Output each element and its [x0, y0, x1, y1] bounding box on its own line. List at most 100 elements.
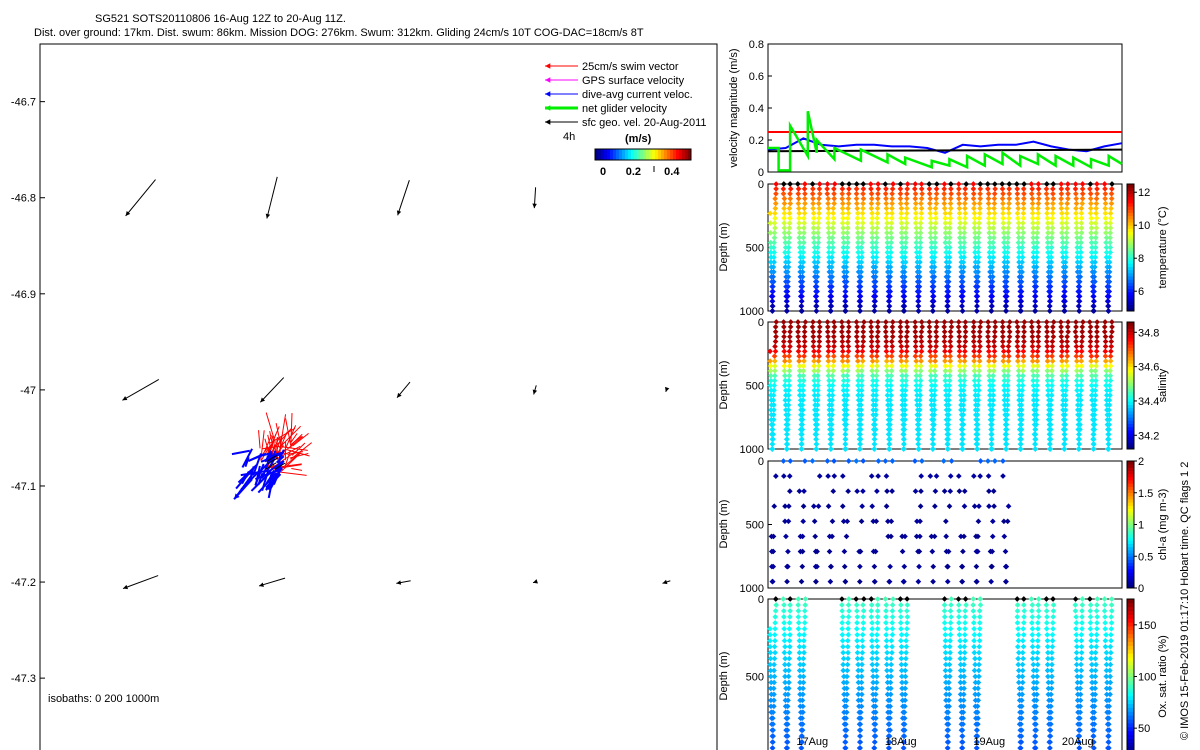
temperature-colorbar-cell — [1127, 193, 1134, 198]
temperature-data-point — [890, 181, 896, 187]
temperature-colorbar-cell — [1127, 266, 1134, 271]
current-vector — [240, 469, 269, 477]
legend-label: GPS surface velocity — [582, 75, 685, 87]
temperature-data-point — [858, 264, 865, 270]
chla-colorbar-cell — [1127, 559, 1134, 563]
salinity-colorbar-cell — [1127, 407, 1134, 412]
temperature-data-point — [915, 293, 922, 300]
temperature-colorbar-cell — [1127, 298, 1134, 302]
temperature-colorbar-cell — [1127, 228, 1134, 233]
temperature-data-point — [898, 239, 905, 246]
temperature-data-point — [916, 264, 923, 270]
temperature-ytick-label: 0 — [758, 179, 764, 191]
temperature-data-point — [784, 269, 791, 275]
temperature-colorbar-cell — [1127, 276, 1134, 280]
swim-vector — [268, 433, 277, 452]
temperature-data-point — [884, 234, 891, 241]
current-vector — [260, 451, 273, 457]
map-axes-box — [39, 43, 718, 750]
temperature-data-point — [887, 254, 894, 261]
colorbar-cell — [595, 149, 599, 160]
temperature-data-point — [859, 254, 865, 261]
swim-vector — [261, 445, 284, 450]
legend-arrow-head — [545, 63, 551, 69]
temperature-data-point — [785, 249, 792, 256]
temperature-data-point — [889, 200, 895, 207]
oxygen-colorbar-cell — [1127, 730, 1134, 736]
temperature-data-point — [855, 239, 861, 246]
map-ytick-label: -47.2 — [11, 577, 36, 589]
current-vector — [261, 467, 283, 478]
temperature-data-point — [888, 230, 894, 236]
salinity-colorbar-cell — [1127, 360, 1134, 364]
temperature-data-point — [913, 244, 920, 251]
chla-colorbar-cell — [1127, 575, 1134, 579]
oxygen-colorbar-cell — [1127, 633, 1134, 639]
temperature-data-point — [927, 210, 934, 217]
temperature-data-point — [828, 278, 835, 285]
legend-label: 25cm/s swim vector — [582, 61, 679, 73]
temperature-data-point — [927, 200, 933, 207]
chla-colorbar-tick: 2 — [1138, 456, 1144, 468]
temperature-data-point — [844, 244, 851, 251]
temperature-data-point — [886, 303, 893, 309]
swim-vector — [275, 423, 282, 447]
colorbar-cell — [616, 149, 620, 160]
chla-colorbar-cell — [1127, 565, 1134, 570]
temperature-data-point — [829, 269, 835, 275]
salinity-colorbar-cell — [1127, 433, 1134, 437]
salinity-colorbar-cell — [1127, 404, 1134, 409]
temperature-colorbar-cell — [1127, 253, 1134, 258]
oxygen-colorbar-label: Ox. sat. ratio (%) — [1157, 635, 1169, 718]
oxygen-colorbar-cell — [1127, 707, 1134, 712]
temperature-data-point — [816, 205, 823, 212]
legend-label: net glider velocity — [582, 103, 667, 115]
surface-vector-head — [532, 389, 538, 395]
salinity-colorbar-cell — [1127, 423, 1134, 428]
oxygen-colorbar-tick: 50 — [1138, 723, 1150, 735]
oxygen-colorbar-cell — [1127, 711, 1134, 716]
velocity-ytick-label: 0.6 — [749, 71, 764, 83]
temperature-data-point — [889, 210, 895, 217]
oxygen-colorbar-cell — [1127, 672, 1134, 677]
time-tick-label: 20Aug — [1062, 736, 1094, 748]
temperature-data-point — [770, 278, 777, 285]
colorbar-cell — [619, 149, 623, 160]
temperature-data-point — [786, 230, 792, 236]
chla-colorbar-cell — [1127, 549, 1134, 554]
colorbar-cell — [679, 149, 683, 160]
temperature-colorbar-cell — [1127, 269, 1134, 274]
temperature-data-point — [928, 244, 935, 251]
temperature-data-point — [810, 210, 817, 217]
temperature-colorbar-cell — [1127, 209, 1134, 213]
temperature-data-point — [874, 205, 881, 212]
chla-ytick-label: 500 — [746, 520, 764, 532]
colorbar-tick: 0 — [600, 166, 606, 178]
temperature-data-point — [810, 220, 817, 226]
oxygen-ytick-label: 500 — [746, 672, 764, 684]
chla-colorbar-cell — [1127, 530, 1134, 535]
chla-colorbar-cell — [1127, 467, 1134, 471]
temperature-data-point — [926, 186, 933, 192]
chla-colorbar-cell — [1127, 514, 1134, 519]
temperature-data-point — [826, 244, 832, 251]
colorbar-cell — [637, 149, 641, 160]
surface-vector-shaft — [397, 180, 410, 216]
salinity-colorbar-cell — [1127, 372, 1134, 377]
chla-colorbar-cell — [1127, 470, 1134, 475]
temperature-data-point — [854, 200, 860, 207]
swim-vector — [265, 412, 276, 444]
temperature-colorbar-cell — [1127, 250, 1134, 255]
oxygen-colorbar-cell — [1127, 630, 1134, 635]
oxygen-colorbar-cell — [1127, 746, 1134, 750]
salinity-colorbar-cell — [1127, 331, 1134, 336]
temperature-data-point — [872, 288, 879, 295]
swim-vector — [281, 446, 308, 451]
velocity-series-line — [768, 110, 1123, 172]
header-line-2: Dist. over ground: 17km. Dist. swum: 86k… — [34, 27, 644, 39]
temperature-data-point — [873, 249, 880, 256]
colorbar-tick: 0.2 — [626, 166, 641, 178]
salinity-colorbar-tick: 34.8 — [1138, 327, 1159, 339]
temperature-panel: 0 500 1000 Depth (m) 6 8 10 12 temperature (°C) — [718, 179, 1169, 318]
